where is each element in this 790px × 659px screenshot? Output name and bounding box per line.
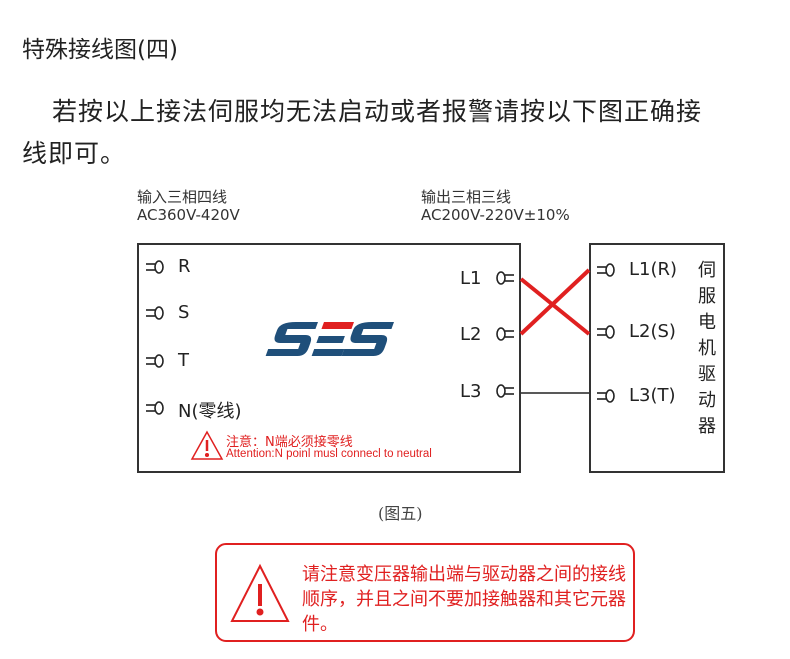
driver-terminal-l2s: L2(S) [629, 321, 676, 342]
input-terminal-n: N(零线) [178, 401, 242, 422]
input-label: 输入三相四线 [137, 188, 228, 206]
output-terminal-l1: L1 [460, 268, 482, 289]
warning-box [215, 543, 635, 642]
input-terminal-r: R [178, 256, 191, 277]
driver-terminal-l3t: L3(T) [629, 385, 676, 406]
warning-text: 请注意变压器输出端与驱动器之间的接线顺序，并且之间不要加接触器和其它元器件。 [302, 564, 626, 635]
driver-terminal-l1r: L1(R) [629, 259, 678, 280]
wire-l1-to-l2s [519, 277, 591, 336]
page-title: 特殊接线图(四) [22, 37, 178, 63]
output-voltage: AC200V-220V±10% [421, 206, 570, 224]
output-label: 输出三相三线 [421, 188, 512, 206]
driver-terminal-icons [597, 263, 615, 403]
warning-triangle-icon-large [230, 563, 290, 622]
ses-logo [265, 322, 394, 356]
notice-cn: 注意：N端必须接零线 [226, 435, 353, 450]
output-terminal-icons [496, 271, 514, 398]
transformer-box [137, 243, 521, 473]
notice-en: Attention:N poinl musl connecl to neutra… [226, 448, 432, 460]
driver-box [589, 243, 725, 473]
input-terminal-s: S [178, 302, 190, 323]
output-terminal-l3: L3 [460, 381, 482, 402]
warning-triangle-icon-small [190, 430, 224, 460]
input-terminal-t: T [178, 350, 189, 371]
paragraph-line-1: 若按以上接法伺服均无法启动或者报警请按以下图正确接 [52, 97, 703, 126]
figure-caption: (图五) [378, 504, 423, 523]
input-terminal-icons [146, 260, 164, 415]
wire-l2-to-l1r [519, 268, 591, 336]
driver-label: 伺服电机驱动器 [698, 260, 716, 437]
output-terminal-l2: L2 [460, 324, 482, 345]
paragraph-line-2: 线即可。 [22, 139, 127, 168]
input-voltage: AC360V-420V [137, 206, 240, 224]
